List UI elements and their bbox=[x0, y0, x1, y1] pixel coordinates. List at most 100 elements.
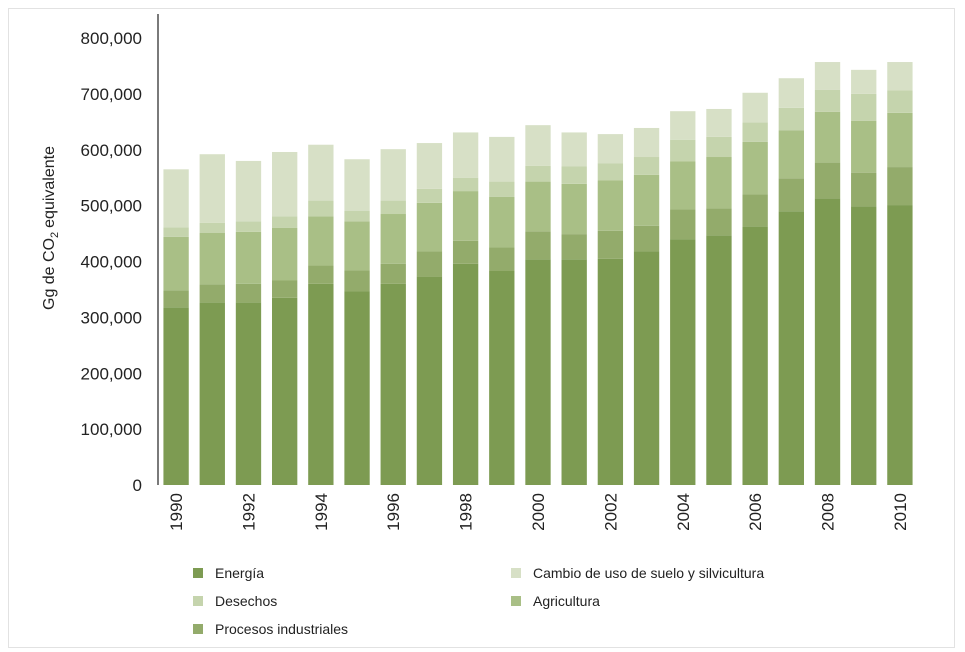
bar-segment bbox=[814, 62, 841, 90]
bar-segment bbox=[452, 191, 479, 241]
legend-label: Desechos bbox=[215, 593, 278, 609]
y-axis-title-suffix: equivalente bbox=[41, 146, 58, 228]
bar-segment bbox=[778, 211, 804, 485]
bar-segment bbox=[851, 172, 877, 207]
bar-segment bbox=[489, 181, 515, 197]
bar-segment bbox=[272, 216, 298, 228]
bar-segment bbox=[380, 214, 406, 264]
bar-segment bbox=[887, 167, 913, 206]
bar-segment bbox=[633, 225, 660, 252]
bar-segment bbox=[525, 231, 551, 260]
bar-segment bbox=[633, 174, 660, 226]
bar-segment bbox=[199, 302, 225, 485]
bar-segment bbox=[235, 283, 262, 303]
bar-segment bbox=[489, 271, 515, 485]
bar-segment bbox=[814, 89, 841, 112]
bar-segment bbox=[199, 233, 225, 285]
legend-swatch bbox=[193, 568, 203, 578]
bar-segment bbox=[308, 200, 334, 217]
x-tick-label: 1990 bbox=[167, 493, 186, 531]
bar-segment bbox=[561, 259, 587, 485]
bar-segment bbox=[670, 239, 696, 485]
bar-segment bbox=[199, 222, 225, 234]
bar-segment bbox=[814, 111, 841, 163]
bar-segment bbox=[525, 165, 551, 182]
bar-segment bbox=[633, 157, 660, 175]
bar-segment bbox=[887, 62, 913, 91]
bar-segment bbox=[851, 120, 877, 173]
bar-segment bbox=[163, 236, 189, 291]
y-axis-title-main: Gg de CO bbox=[41, 238, 58, 310]
bar-segment bbox=[452, 177, 479, 192]
x-tick-label: 1994 bbox=[312, 493, 331, 531]
legend-item: Energía bbox=[193, 565, 264, 581]
bar-segment bbox=[308, 265, 334, 284]
bar-segment bbox=[380, 200, 406, 215]
bar-segment bbox=[416, 188, 443, 203]
bar-segment bbox=[561, 166, 587, 184]
bar-segment bbox=[814, 198, 841, 486]
bar-segment bbox=[742, 122, 768, 142]
bar-segment bbox=[452, 263, 479, 485]
bar-segment bbox=[163, 307, 189, 485]
x-tick-label: 2000 bbox=[529, 493, 548, 531]
legend-label: Cambio de uso de suelo y silvicultura bbox=[533, 565, 765, 581]
x-tick-label: 1996 bbox=[384, 493, 403, 531]
bar-segment bbox=[163, 290, 189, 308]
legend-item: Agricultura bbox=[511, 593, 600, 609]
bar-segment bbox=[670, 111, 696, 140]
bar-segment bbox=[380, 263, 406, 284]
bar-segment bbox=[887, 90, 913, 113]
y-tick-label: 700,000 bbox=[81, 85, 142, 104]
bar-segment bbox=[235, 221, 262, 232]
x-tick-label: 2008 bbox=[819, 493, 838, 531]
y-tick-label: 400,000 bbox=[81, 253, 142, 272]
bar-segment bbox=[887, 205, 913, 485]
bar-segment bbox=[778, 107, 804, 131]
bar-segment bbox=[308, 216, 334, 266]
bar-segment bbox=[416, 276, 443, 485]
bar-segment bbox=[163, 227, 189, 237]
legend-label: Procesos industriales bbox=[215, 621, 349, 637]
bar-segment bbox=[851, 69, 877, 94]
bar-segment bbox=[742, 194, 768, 227]
bar-segment bbox=[272, 297, 298, 485]
bar-segment bbox=[489, 196, 515, 248]
y-axis-title: Gg de CO2 equivalente bbox=[41, 146, 61, 310]
bar-segment bbox=[525, 181, 551, 232]
x-tick-label: 2010 bbox=[891, 493, 910, 531]
bar-segment bbox=[452, 240, 479, 264]
bar-segment bbox=[706, 108, 732, 137]
bar-segment bbox=[597, 180, 624, 231]
bar-segment bbox=[887, 112, 913, 168]
bar-segment bbox=[778, 78, 804, 108]
bar-segment bbox=[778, 130, 804, 179]
bar-segment bbox=[597, 258, 624, 485]
y-tick-label: 300,000 bbox=[81, 308, 142, 327]
bar-segment bbox=[561, 183, 587, 235]
x-axis-ticks: 1990 1992 1994 1996 1998 2000 2002 2004 2006 2008… bbox=[167, 493, 910, 531]
bar-segment bbox=[199, 154, 225, 223]
bar-segment bbox=[742, 141, 768, 195]
bar-segment bbox=[489, 136, 515, 182]
bar-segment bbox=[416, 202, 443, 252]
bar-segment bbox=[235, 160, 262, 222]
x-tick-label: 2004 bbox=[674, 493, 693, 531]
bar-segment bbox=[706, 157, 732, 209]
y-axis-title-subscript: 2 bbox=[49, 232, 61, 238]
bar-segment bbox=[706, 235, 732, 485]
bar-segment bbox=[308, 144, 334, 201]
x-tick-label: 2002 bbox=[601, 493, 620, 531]
y-axis-ticks: 0 100,000 200,000 300,000 400,000 500,000 600,… bbox=[81, 29, 142, 495]
legend-item: Procesos industriales bbox=[193, 621, 348, 637]
bar-segment bbox=[380, 149, 406, 201]
bar-segment bbox=[416, 143, 443, 189]
bar-segment bbox=[163, 169, 189, 228]
y-tick-label: 200,000 bbox=[81, 364, 142, 383]
legend-swatch bbox=[193, 596, 203, 606]
legend-label: Agricultura bbox=[533, 593, 600, 609]
bar-segment bbox=[416, 251, 443, 277]
y-tick-label: 0 bbox=[133, 476, 142, 495]
bar-segment bbox=[561, 132, 587, 167]
bar-segment bbox=[452, 132, 479, 178]
